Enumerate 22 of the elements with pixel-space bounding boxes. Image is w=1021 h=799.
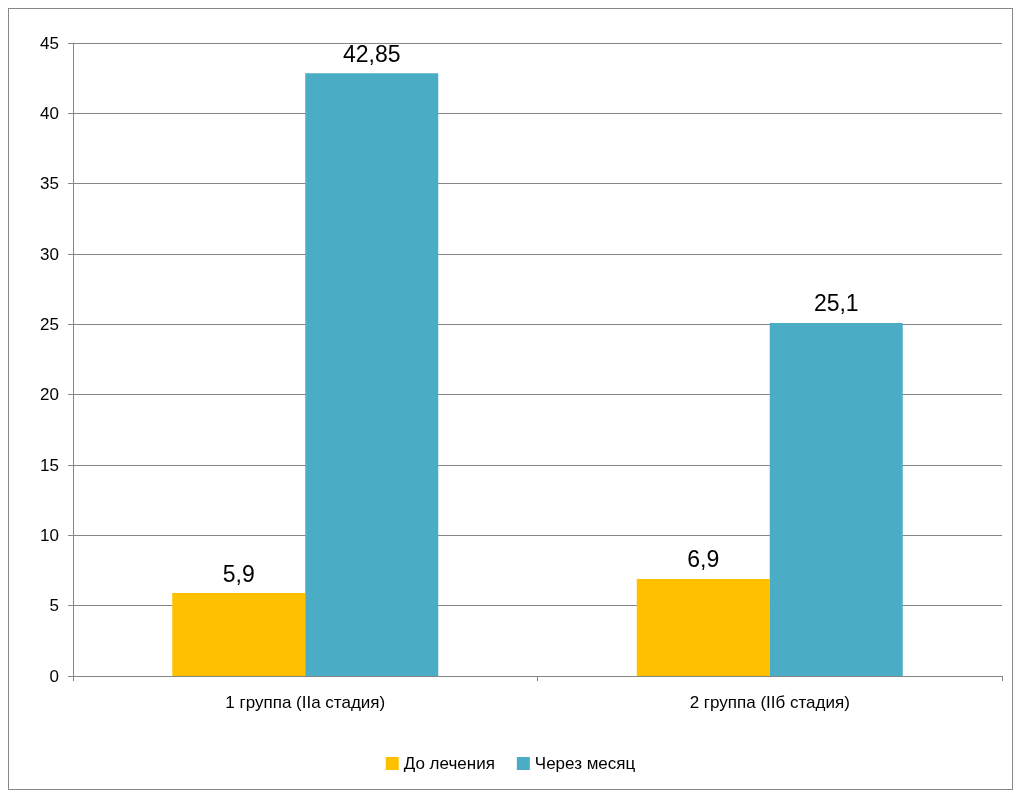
legend-label: До лечения [403,754,495,773]
bar [305,73,439,676]
x-tick-label: 2 группа (IIб стадия) [689,693,850,712]
legend-label: Через месяц [534,754,636,773]
data-label: 42,85 [342,40,401,67]
bar [172,593,306,676]
y-tick-label: 0 [49,666,59,686]
y-tick-label: 20 [40,385,59,405]
data-label: 25,1 [813,290,859,317]
y-tick-label: 15 [40,455,59,475]
y-tick-label: 40 [40,103,59,123]
data-label: 5,9 [222,560,255,587]
y-tick-label: 35 [40,174,59,194]
y-tick-label: 45 [40,33,59,53]
y-tick-label: 25 [40,314,59,334]
y-tick-label: 10 [40,525,59,545]
y-tick-label: 30 [40,244,59,264]
y-tick-label: 5 [49,596,59,616]
x-tick-label: 1 группа (IIa стадия) [225,693,386,712]
data-label: 6,9 [687,546,720,573]
bar [769,322,903,676]
bar [636,578,770,676]
